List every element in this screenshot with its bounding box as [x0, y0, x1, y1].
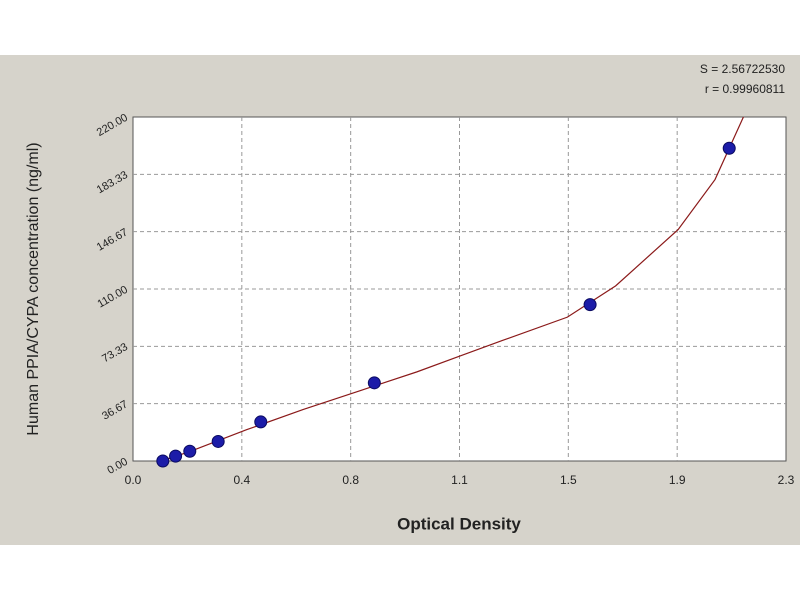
- y-axis-label: Human PPIA/CYPA concentration (ng/ml): [25, 142, 42, 435]
- x-tick-label: 1.1: [451, 473, 468, 487]
- data-point: [583, 298, 597, 312]
- data-point: [367, 376, 381, 390]
- annotation: r = 0.99960811: [705, 82, 786, 96]
- x-tick-label: 1.9: [669, 473, 686, 487]
- x-tick-label: 0.0: [125, 473, 142, 487]
- annotation: S = 2.56722530: [700, 62, 785, 76]
- x-tick-label: 0.8: [342, 473, 359, 487]
- x-tick-label: 0.4: [233, 473, 250, 487]
- data-point: [254, 415, 268, 429]
- x-tick-label: 2.3: [778, 473, 795, 487]
- data-point: [156, 454, 170, 468]
- x-tick-label: 1.5: [560, 473, 577, 487]
- data-point: [169, 449, 183, 463]
- data-point: [183, 444, 197, 458]
- fit-curve: [161, 116, 744, 462]
- data-point: [722, 141, 736, 155]
- x-axis-label: Optical Density: [397, 514, 521, 533]
- data-point: [211, 434, 225, 448]
